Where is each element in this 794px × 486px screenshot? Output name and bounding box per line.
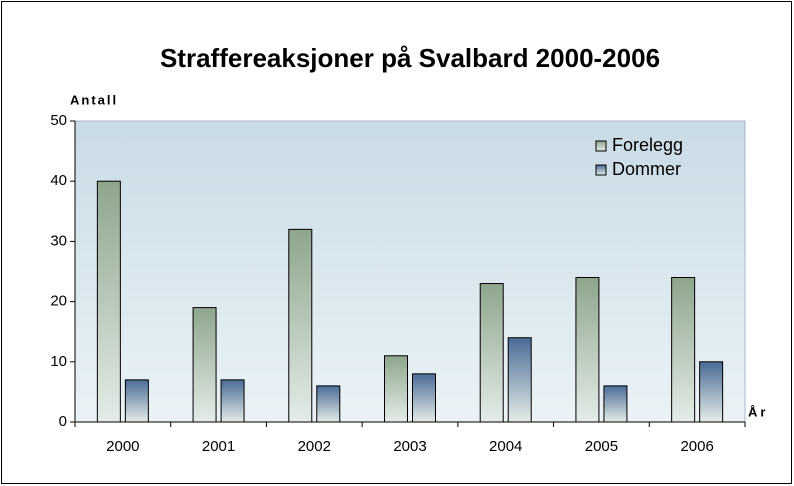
- bar: [124, 379, 149, 423]
- bar: [384, 355, 408, 423]
- y-axis-label: Antall: [70, 92, 118, 107]
- bar: [575, 277, 600, 423]
- y-tick-label: 20: [50, 293, 67, 310]
- bar: [316, 385, 341, 423]
- x-axis-label: År: [748, 404, 768, 419]
- legend-label: Dommer: [612, 159, 681, 179]
- y-tick-label: 10: [50, 353, 67, 370]
- y-tick-label: 30: [50, 232, 67, 249]
- legend-swatch: [595, 140, 607, 152]
- bar: [603, 385, 628, 423]
- x-tick-label: 2004: [489, 438, 522, 455]
- plot-area: [74, 120, 746, 423]
- x-tick-label: 2001: [202, 438, 235, 455]
- bar: [507, 337, 532, 423]
- x-tick-label: 2005: [585, 438, 618, 455]
- legend-swatch: [595, 164, 607, 176]
- bar: [412, 373, 436, 423]
- y-tick-label: 0: [59, 413, 67, 430]
- chart-title: Straffereaksjoner på Svalbard 2000-2006: [160, 43, 660, 73]
- y-tick-label: 50: [50, 112, 67, 129]
- bar: [96, 180, 121, 423]
- x-tick-label: 2006: [680, 438, 713, 455]
- x-tick-label: 2000: [106, 438, 139, 455]
- bar: [699, 361, 724, 423]
- y-tick-label: 40: [50, 172, 67, 189]
- x-tick-label: 2003: [393, 438, 426, 455]
- bar: [192, 307, 217, 423]
- x-tick-label: 2002: [298, 438, 331, 455]
- bar: [288, 228, 313, 423]
- bar: [671, 277, 696, 423]
- bar: [220, 379, 245, 423]
- legend-label: Forelegg: [612, 135, 683, 155]
- bar: [479, 283, 504, 423]
